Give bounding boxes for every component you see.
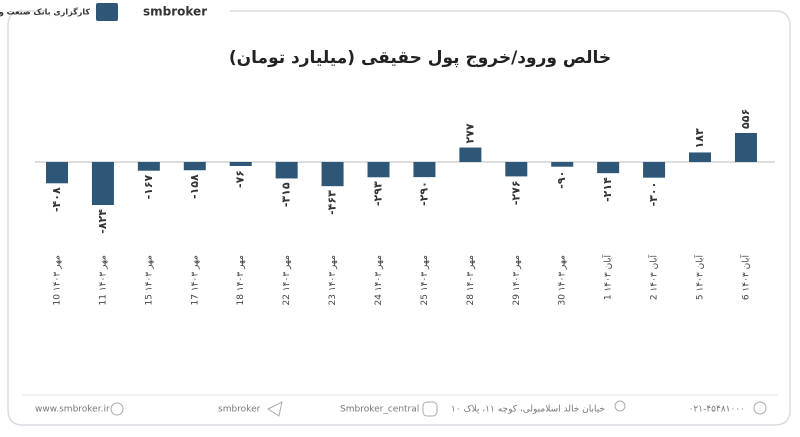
value-label: -۳۱۵ [280,182,293,207]
telegram-icon [266,401,283,417]
value-label: -۱۶۷ [142,174,155,199]
x-tick-label: 23 مهر ۱۴۰۳ [328,255,338,306]
value-label: -۳۰۰ [647,182,660,207]
value-label: -۲۹۳ [372,181,385,206]
value-label: -۲۹۰ [417,181,430,206]
value-label: ۲۷۷ [463,123,476,143]
x-tick-label: 5 آبان ۱۴۰۳ [694,255,706,301]
brand: smbroker [143,5,207,19]
phone: ۰۲۱-۴۵۴۸۱۰۰۰ [689,405,745,415]
bar [183,162,206,171]
x-tick-label: 18 مهر ۱۴۰۳ [236,255,246,306]
x-tick-label: 10 مهر ۱۴۰۳ [53,255,63,306]
logo-icon [96,3,118,21]
x-tick-label: 15 مهر ۱۴۰۳ [144,255,154,306]
bar [413,162,436,178]
frame [7,10,791,426]
value-label: -۸۲۴ [96,209,109,234]
x-tick-label: 30 مهر ۱۴۰۳ [558,255,568,306]
value-label: -۱۵۸ [188,174,201,199]
logo-text: کارگزاری بانک صنعت و معدن [0,7,90,17]
bar [505,162,528,177]
bar [46,162,68,184]
value-label: ۱۸۳ [693,128,706,148]
web-icon [110,402,124,416]
bar [689,152,712,162]
x-tick-label: 11 مهر ۱۴۰۳ [98,255,108,306]
value-label: -۲۱۴ [601,177,614,202]
bar [643,162,666,178]
x-tick-label: 29 مهر ۱۴۰۳ [512,255,522,306]
bar [229,162,252,166]
bar [321,162,344,187]
x-tick-label: 28 مهر ۱۴۰۳ [466,255,476,306]
x-tick-label: 2 آبان ۱۴۰۳ [648,255,660,301]
value-label: -۹۰ [555,171,568,189]
value-label: -۲۷۶ [509,180,522,205]
bar [551,162,574,167]
telegram: smbroker [218,405,261,415]
bar [137,162,160,171]
instagram: Smbroker_central [340,405,419,415]
value-label: -۷۶ [234,170,247,188]
x-tick-label: 17 مهر ۱۴۰۳ [190,255,200,306]
address: خیابان خالد اسلامبولی، کوچه ۱۱، پلاک ۱۰ [451,404,605,415]
x-tick-label: 25 مهر ۱۴۰۳ [420,255,430,306]
chart-title: خالص ورود/خروج پول حقیقی (میلیارد تومان) [229,48,611,68]
value-label: -۴۰۸ [50,187,63,212]
bar [275,162,298,179]
location-icon [614,400,626,412]
x-tick-label: 24 مهر ۱۴۰۳ [374,255,384,306]
value-label: -۴۶۳ [326,190,339,215]
bar [91,162,114,206]
x-tick-label: 1 آبان ۱۴۰۳ [602,255,614,301]
bar [459,147,482,162]
bar [597,162,620,174]
phone-icon [753,401,767,415]
x-tick-label: 6 آبان ۱۴۰۳ [739,255,751,301]
bar [367,162,390,178]
bar [734,132,757,162]
website: www.smbroker.ir [35,405,110,415]
instagram-icon [422,401,438,417]
x-tick-label: 22 مهر ۱۴۰۳ [282,255,292,306]
value-label: ۵۵۶ [739,109,752,129]
